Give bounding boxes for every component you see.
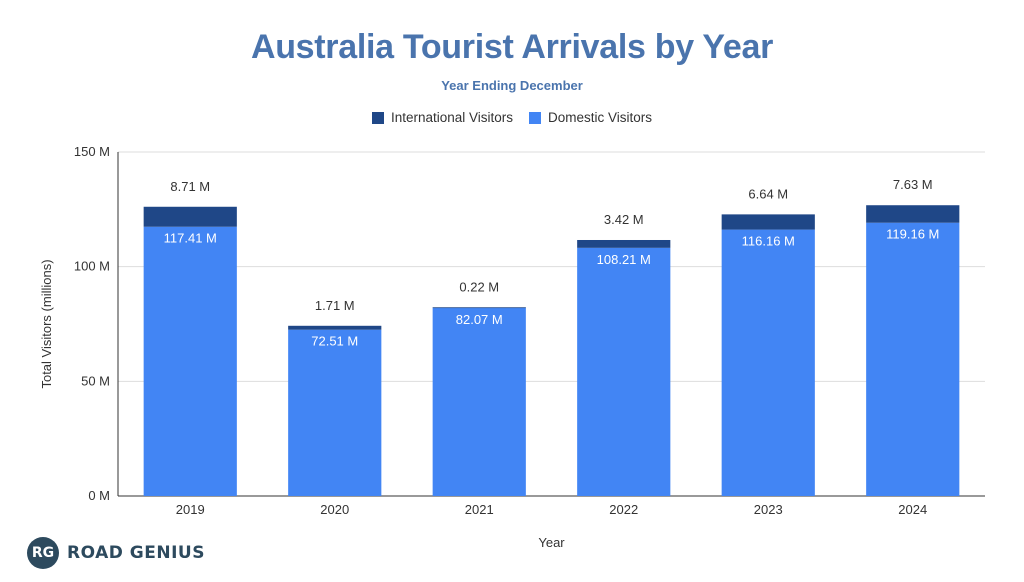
x-tick-label: 2019 [176, 502, 205, 517]
data-label-domestic: 108.21 M [597, 252, 651, 267]
bar-domestic [721, 229, 815, 497]
data-label-domestic: 117.41 M [164, 231, 217, 246]
x-axis-title: Year [538, 535, 565, 550]
data-label-international: 7.63 M [893, 177, 933, 192]
bar-international [577, 239, 671, 248]
bar-international [288, 325, 382, 330]
data-label-domestic: 119.16 M [886, 227, 939, 242]
x-tick-label: 2020 [320, 502, 349, 517]
bar-international [721, 214, 815, 230]
data-label-domestic: 82.07 M [456, 312, 503, 327]
data-label-domestic: 72.51 M [311, 334, 358, 349]
y-axis-title: Total Visitors (millions) [39, 259, 54, 388]
bar-international [143, 206, 237, 227]
y-tick-label: 0 M [88, 488, 110, 503]
x-tick-label: 2024 [898, 502, 927, 517]
bar-international [432, 307, 526, 309]
y-tick-label: 150 M [74, 144, 110, 159]
legend-swatch-international [371, 111, 384, 124]
legend-item-domestic: Domestic Visitors [529, 110, 652, 125]
y-tick-label: 100 M [74, 259, 110, 274]
data-label-international: 3.42 M [604, 212, 644, 227]
bar-domestic [432, 307, 526, 496]
bar-domestic [143, 226, 237, 496]
brand-logo: RG ROAD GENIUS [27, 537, 205, 569]
brand-name: ROAD GENIUS [67, 543, 205, 563]
x-tick-label: 2022 [609, 502, 638, 517]
legend-item-international: International Visitors [371, 110, 514, 125]
x-tick-label: 2021 [465, 502, 494, 517]
data-label-international: 1.71 M [315, 298, 355, 313]
data-label-domestic: 116.16 M [742, 234, 795, 249]
legend-label-international: International Visitors [390, 110, 514, 125]
bar-domestic [866, 222, 960, 497]
legend-label-domestic: Domestic Visitors [548, 110, 653, 125]
data-label-international: 0.22 M [459, 279, 499, 294]
chart-subtitle: Year Ending December [441, 78, 583, 93]
data-label-international: 8.71 M [170, 179, 210, 194]
x-tick-label: 2023 [754, 502, 783, 517]
y-tick-label: 50 M [81, 373, 110, 388]
bar-domestic [577, 247, 671, 496]
legend-swatch-domestic [529, 111, 542, 124]
legend: International Visitors Domestic Visitors [0, 110, 1024, 125]
bar-domestic [288, 329, 382, 496]
bar-international [866, 205, 960, 223]
chart-title: Australia Tourist Arrivals by Year [250, 28, 774, 66]
data-label-international: 6.64 M [748, 186, 788, 201]
brand-badge-icon: RG [27, 537, 59, 569]
